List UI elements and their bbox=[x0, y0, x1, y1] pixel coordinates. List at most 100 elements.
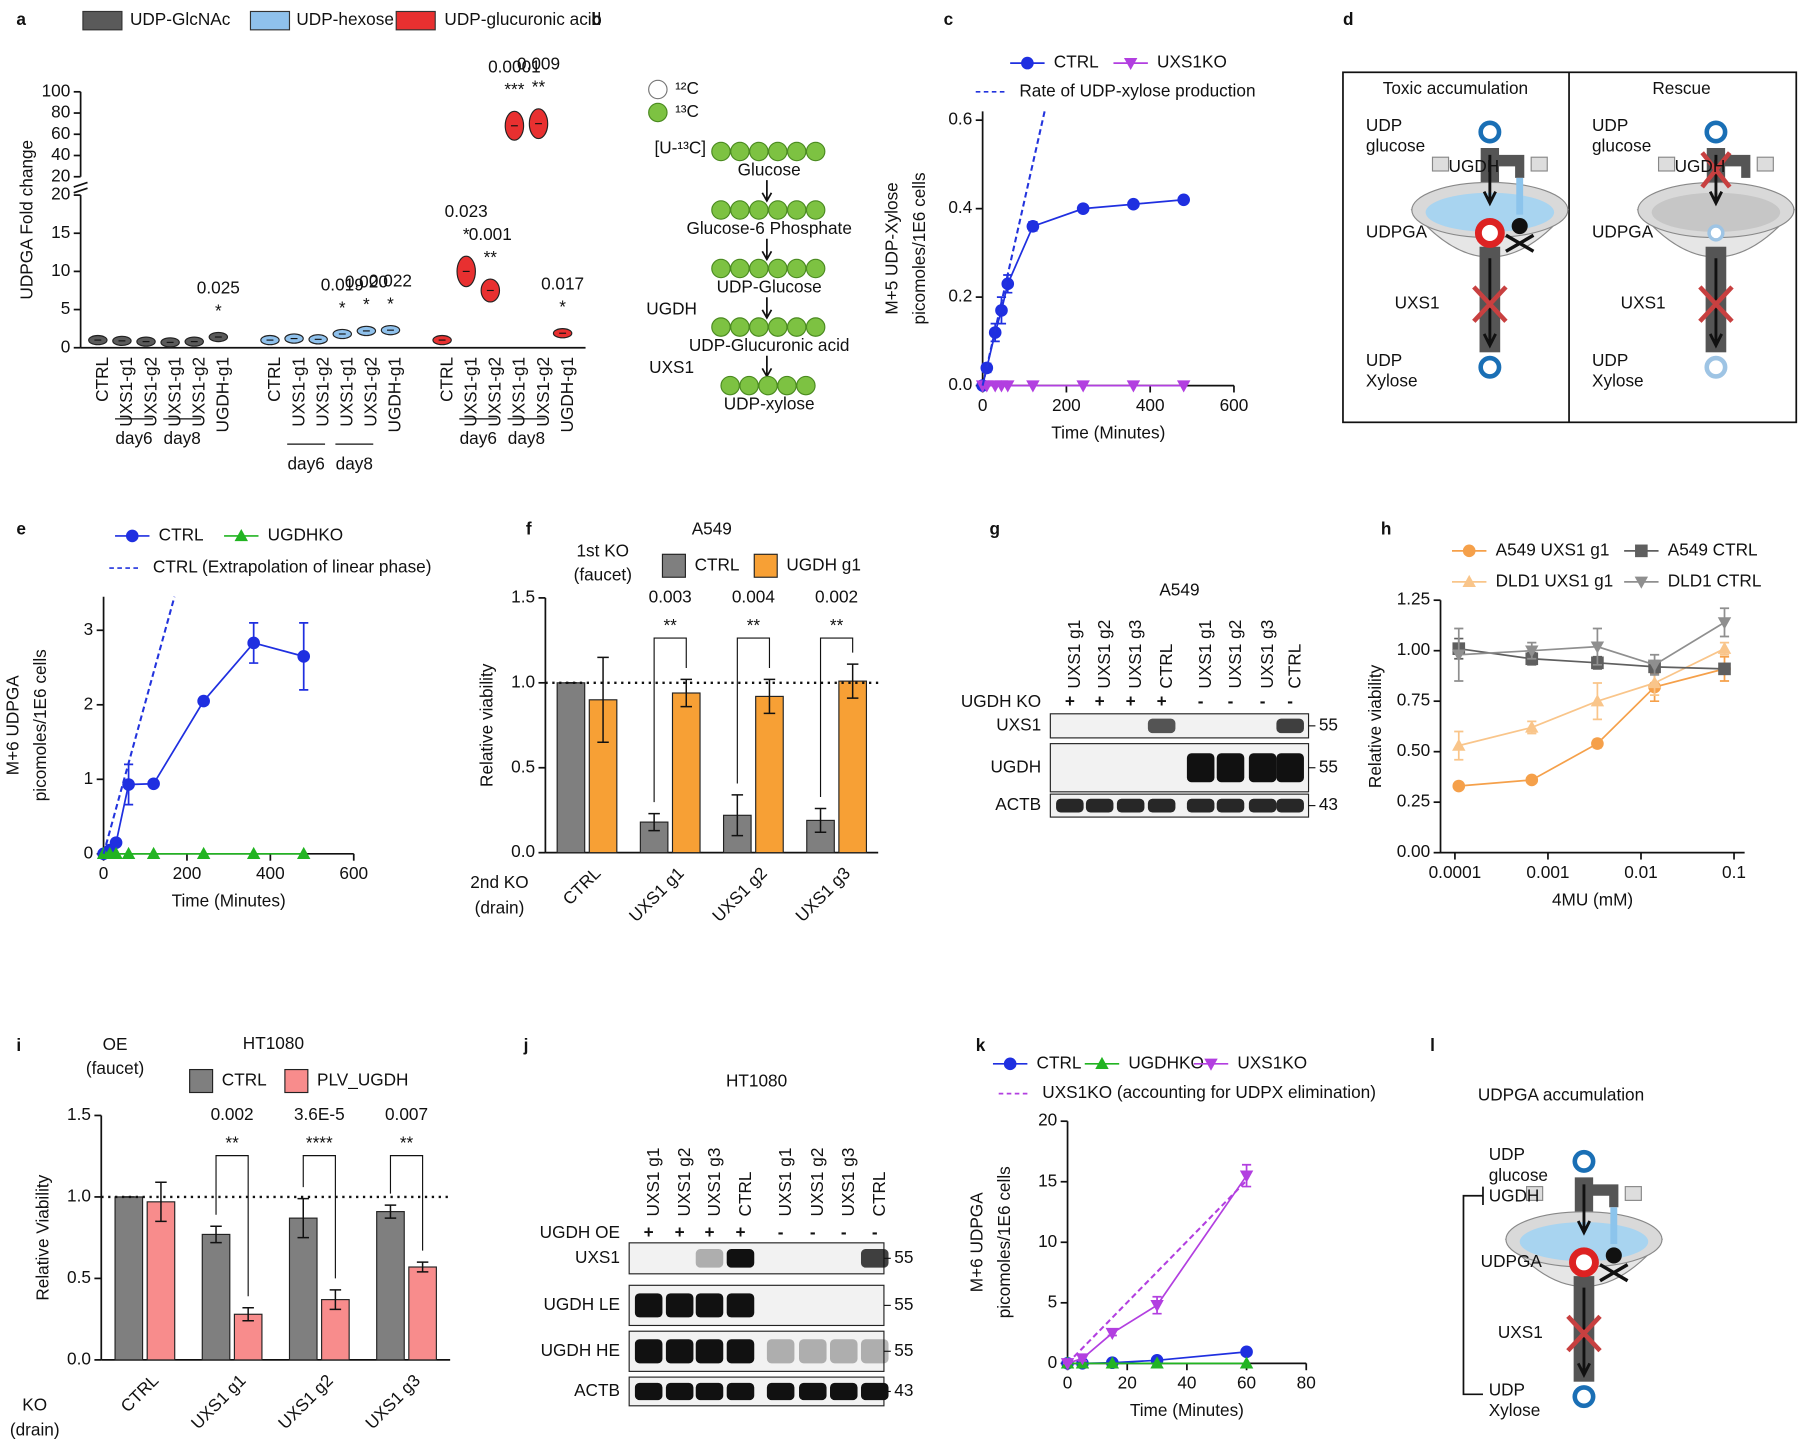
error-bar bbox=[297, 1197, 309, 1239]
x-tick-label: UXS1 g2 bbox=[708, 863, 771, 926]
lane-label: CTRL bbox=[1284, 644, 1304, 689]
legend-marker bbox=[1095, 1056, 1109, 1069]
y-tick-label: 1.25 bbox=[1397, 589, 1430, 609]
condition-label: UGDH KO bbox=[961, 691, 1041, 711]
x-axis-title: Time (Minutes) bbox=[172, 891, 286, 911]
band bbox=[766, 1382, 795, 1401]
band bbox=[634, 1293, 663, 1318]
x-tick-label: 400 bbox=[256, 863, 285, 883]
point bbox=[980, 361, 994, 375]
row-label: UXS1 bbox=[575, 1247, 620, 1267]
label: UDPGA bbox=[1592, 222, 1654, 242]
label: Xylose bbox=[1592, 371, 1644, 391]
significance-bracket bbox=[389, 1155, 424, 1251]
legend-marker bbox=[1634, 576, 1649, 589]
band bbox=[1186, 753, 1215, 783]
y-tick-label: 60 bbox=[51, 123, 70, 143]
ring bbox=[1478, 355, 1502, 379]
bar bbox=[288, 1217, 318, 1361]
arrow bbox=[761, 297, 773, 320]
legend-circle bbox=[648, 102, 668, 123]
legend-label: UXS1KO bbox=[1157, 52, 1227, 72]
label: glucose bbox=[1489, 1165, 1548, 1185]
water-stream bbox=[1516, 177, 1524, 215]
legend-marker bbox=[1003, 1057, 1017, 1071]
y-tick-label: 0 bbox=[61, 336, 71, 356]
y-tick-label: 20 bbox=[51, 184, 70, 204]
y-tick-label: 1.0 bbox=[67, 1185, 91, 1205]
bar bbox=[671, 692, 701, 854]
legend-label: PLV_UGDH bbox=[317, 1070, 408, 1090]
point bbox=[1717, 617, 1732, 630]
enzyme-label: UXS1 bbox=[1498, 1322, 1543, 1342]
y-tick-label: 0.0 bbox=[67, 1348, 91, 1368]
label: glucose bbox=[1366, 135, 1425, 155]
bar bbox=[838, 680, 868, 854]
p-value: 0.003 bbox=[649, 586, 692, 606]
mw-label: 55 bbox=[894, 1340, 913, 1360]
lane-label: UXS1 g2 bbox=[807, 1148, 827, 1217]
legend-label: UDP-hexose bbox=[296, 9, 394, 29]
row-label: ACTB bbox=[995, 794, 1041, 814]
label: [U-¹³C] bbox=[654, 138, 706, 158]
panel-label: k bbox=[976, 1035, 986, 1055]
significance-bracket bbox=[653, 637, 687, 803]
carbon bbox=[711, 200, 731, 220]
faucet-handle bbox=[1431, 156, 1450, 172]
error-bar bbox=[416, 1261, 429, 1273]
arrow bbox=[761, 238, 773, 262]
band bbox=[726, 1293, 755, 1318]
band bbox=[1147, 718, 1176, 734]
x-tick-label: 200 bbox=[1052, 395, 1081, 415]
y-axis-title: picomoles/1E6 cells bbox=[909, 172, 929, 324]
band bbox=[829, 1339, 858, 1364]
carbon bbox=[805, 141, 826, 162]
legend-label: CTRL bbox=[1037, 1052, 1082, 1072]
ring bbox=[1572, 1385, 1596, 1409]
series-line bbox=[102, 596, 176, 855]
ring bbox=[1478, 120, 1502, 144]
point bbox=[1525, 773, 1539, 787]
block-x bbox=[1700, 151, 1732, 189]
carbon bbox=[730, 141, 750, 162]
panel-label: j bbox=[523, 1035, 529, 1055]
metabolite: UDP-xylose bbox=[724, 394, 815, 414]
significance-bracket bbox=[215, 1155, 249, 1297]
group-label: day6 bbox=[287, 453, 324, 473]
row-label: UXS1 bbox=[996, 714, 1041, 734]
mw-label: 43 bbox=[1319, 794, 1338, 814]
point bbox=[1591, 737, 1604, 750]
lane-label: UXS1 g2 bbox=[674, 1148, 694, 1217]
condition-sign: + bbox=[704, 1222, 714, 1242]
point bbox=[109, 836, 123, 849]
y-tick-label: 0.6 bbox=[948, 109, 972, 129]
band bbox=[1116, 798, 1145, 813]
band bbox=[1216, 753, 1245, 783]
error-bar bbox=[814, 807, 827, 834]
legend-marker bbox=[1021, 56, 1034, 70]
y-tick-label: 100 bbox=[42, 80, 71, 100]
band bbox=[1248, 798, 1277, 813]
bar bbox=[146, 1201, 176, 1361]
axis-break bbox=[73, 181, 88, 188]
series-line bbox=[103, 641, 304, 855]
condition-sign: + bbox=[644, 1222, 654, 1242]
legend-label: DLD1 UXS1 g1 bbox=[1496, 570, 1614, 590]
block-x bbox=[1566, 1314, 1602, 1353]
x-tick-label: 200 bbox=[173, 863, 202, 883]
water-stream bbox=[1610, 1207, 1618, 1244]
panel-title: Rescue bbox=[1652, 78, 1710, 98]
x-tick-label: CTRL bbox=[559, 863, 605, 909]
blot-title: A549 bbox=[1159, 580, 1199, 600]
condition-sign: + bbox=[735, 1222, 745, 1242]
band bbox=[665, 1293, 694, 1318]
metabolite: Glucose bbox=[738, 160, 801, 180]
x-tick-label: UXS1-g1 bbox=[460, 357, 480, 427]
band bbox=[1085, 798, 1114, 813]
x-tick-label: UXS1-g2 bbox=[485, 357, 505, 427]
error-bar bbox=[242, 1307, 254, 1322]
carbon bbox=[786, 258, 807, 279]
series-line bbox=[981, 111, 1046, 386]
error-bar bbox=[597, 656, 609, 744]
category-title: 2nd KO bbox=[470, 872, 528, 892]
